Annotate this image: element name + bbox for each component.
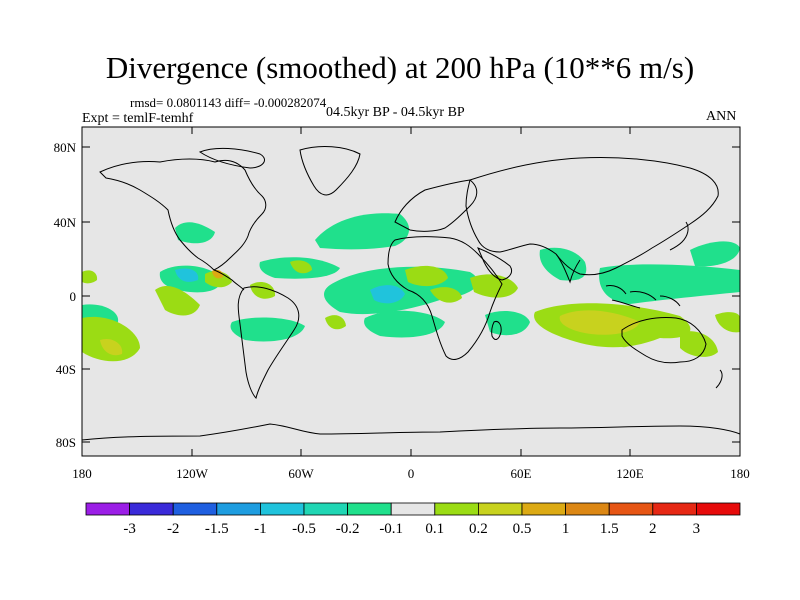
coastline-south-america	[237, 286, 300, 399]
colorbar-label: 1.5	[600, 521, 619, 537]
coastline-greenland	[299, 146, 361, 196]
lon-label: 0	[408, 466, 415, 481]
colorbar-labels: -3 -2 -1.5 -1 -0.5 -0.2 -0.1 0.1 0.2 0.5 1 1.5 2 3	[123, 521, 700, 537]
coastline-asia	[465, 156, 719, 276]
colorbar-label: 0.2	[469, 521, 488, 537]
colorbar-swatch	[434, 502, 479, 516]
anomaly-core-neg	[175, 268, 199, 282]
colorbar-swatch	[216, 502, 261, 516]
anomaly-patch-pos	[430, 287, 462, 303]
lat-label: 40N	[54, 215, 77, 230]
coastline-europe	[394, 179, 478, 232]
anomaly-patch-neg	[690, 241, 740, 267]
coastline-central-america	[213, 269, 245, 291]
colorbar-label: -3	[123, 521, 136, 537]
colorbar-label: 0.1	[425, 521, 444, 537]
colorbar-swatch	[303, 502, 348, 516]
anomaly-patch-pos	[82, 316, 140, 362]
anomaly-patch-pos	[155, 285, 200, 316]
colorbar-swatch	[390, 502, 436, 516]
lat-labels: 80N 40N 0 40S 80S	[54, 140, 77, 450]
lat-label: 0	[70, 289, 77, 304]
lat-label: 80N	[54, 140, 77, 155]
coastline-japan	[669, 221, 689, 251]
coastline-arabia	[477, 247, 513, 281]
plot-title: Divergence (smoothed) at 200 hPa (10**6 …	[105, 50, 695, 85]
colorbar	[85, 502, 741, 516]
coastline-madagascar	[491, 321, 502, 340]
coastline-new-zealand	[715, 369, 723, 389]
colorbar-label: -0.1	[379, 521, 403, 537]
lon-label: 120W	[176, 466, 209, 481]
axis-ticks	[82, 127, 740, 456]
coastline-antarctica	[81, 423, 741, 441]
coastlines	[81, 146, 741, 441]
colorbar-swatch	[565, 502, 610, 516]
colorbar-label: 3	[693, 521, 701, 537]
colorbar-label: -1.5	[205, 521, 229, 537]
colorbar-label: -1	[254, 521, 267, 537]
coastline-maritime-continent	[605, 285, 681, 309]
lat-label: 40S	[56, 362, 76, 377]
colorbar-swatch	[347, 502, 392, 516]
lon-label: 60W	[288, 466, 314, 481]
lon-label: 60E	[511, 466, 532, 481]
colorbar-label: -0.5	[292, 521, 316, 537]
anomaly-patch-neg	[315, 213, 410, 250]
colorbar-swatch	[696, 502, 741, 516]
anomaly-patch-pos	[680, 331, 718, 357]
coastline-arctic-islands	[198, 147, 265, 169]
period-label: 04.5kyr BP - 04.5kyr BP	[326, 105, 465, 120]
lon-labels: 180 120W 60W 0 60E 120E 180	[72, 466, 750, 481]
anomaly-patch-neg	[364, 310, 445, 338]
lat-label: 80S	[56, 435, 76, 450]
lon-label: 120E	[616, 466, 644, 481]
anomaly-patch-neg	[175, 222, 215, 244]
anomaly-core-pos	[100, 338, 123, 356]
lon-label: 180	[72, 466, 92, 481]
colorbar-swatch	[172, 502, 218, 516]
anomaly-patch-neg	[599, 264, 740, 304]
coastline-india	[555, 253, 581, 284]
colorbar-swatch	[129, 502, 174, 516]
anomaly-patch-pos	[290, 260, 312, 274]
colorbar-swatch	[85, 502, 130, 516]
anomaly-patch-pos	[715, 312, 740, 333]
colorbar-swatch	[259, 502, 305, 516]
anomaly-core-pos	[212, 269, 224, 279]
anomaly-core-neg	[370, 285, 405, 304]
anomaly-patch-pos	[325, 315, 346, 330]
season-label: ANN	[706, 109, 737, 124]
colorbar-label: 0.5	[513, 521, 532, 537]
anomaly-patch-pos	[610, 332, 632, 348]
anomaly-field	[82, 213, 740, 362]
anomaly-patch-pos	[470, 274, 518, 298]
colorbar-label: 2	[649, 521, 657, 537]
coastline-africa	[387, 236, 503, 360]
anomaly-patch-neg	[230, 317, 305, 342]
colorbar-swatch	[608, 502, 654, 516]
colorbar-label: 1	[562, 521, 570, 537]
anomaly-patch-neg	[539, 247, 587, 281]
anomaly-patch-pos	[82, 270, 98, 284]
colorbar-swatch	[477, 502, 523, 516]
experiment-label: Expt = temlF-temhf	[82, 111, 194, 126]
anomaly-core-pos	[559, 310, 640, 335]
anomaly-patch-pos	[250, 282, 276, 299]
anomaly-patch-neg	[485, 310, 530, 336]
colorbar-label: -0.2	[336, 521, 360, 537]
colorbar-swatch	[652, 502, 697, 516]
coastline-australia	[621, 317, 707, 364]
stats-text: rmsd= 0.0801143 diff= -0.000282074	[130, 95, 327, 110]
anomaly-patch-pos	[405, 265, 448, 287]
colorbar-label: -2	[167, 521, 180, 537]
lon-label: 180	[730, 466, 750, 481]
colorbar-swatch	[521, 502, 566, 516]
